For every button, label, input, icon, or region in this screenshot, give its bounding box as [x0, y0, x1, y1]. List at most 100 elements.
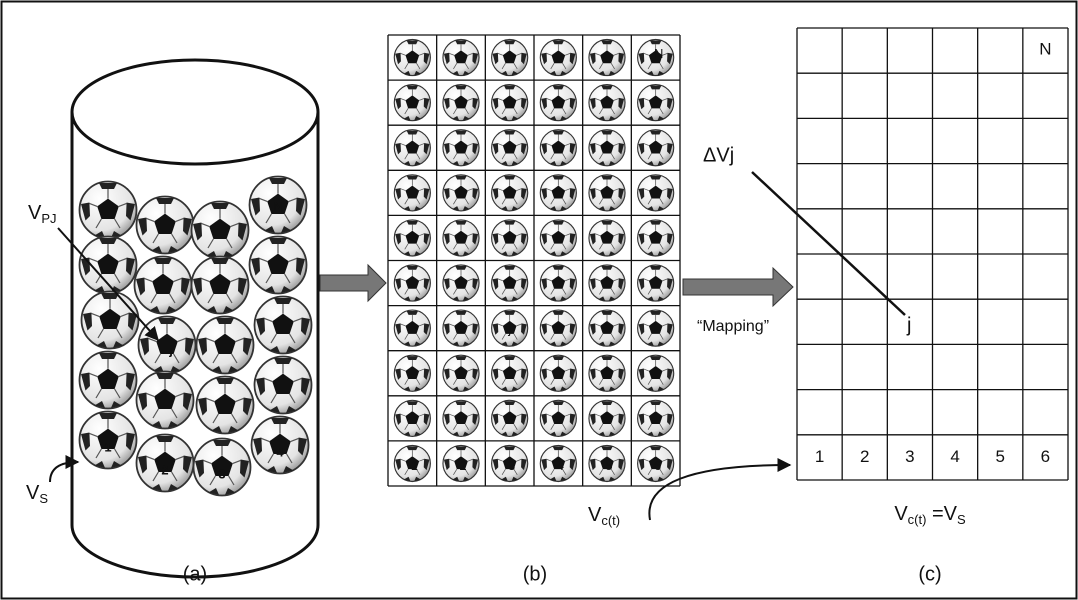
ball	[137, 372, 194, 429]
ball-label: N	[654, 46, 663, 61]
ball	[443, 175, 479, 211]
ball	[394, 355, 430, 391]
vs-label: VS	[26, 482, 48, 506]
ball	[443, 310, 479, 346]
ball	[492, 130, 528, 166]
ball	[638, 175, 674, 211]
cell-label: 6	[1041, 447, 1050, 466]
ball	[638, 310, 674, 346]
mapping-label: “Mapping”	[697, 318, 769, 335]
vs-arrow	[50, 462, 78, 482]
ball	[589, 40, 625, 76]
cell-label: 2	[860, 447, 869, 466]
vpj-label: VPJ	[28, 202, 57, 226]
ball	[443, 85, 479, 121]
ball	[540, 130, 576, 166]
caption-a: (a)	[183, 563, 207, 585]
ball	[443, 355, 479, 391]
ball	[192, 257, 249, 314]
cell-label: N	[1039, 39, 1051, 58]
ball	[394, 400, 430, 436]
ball	[135, 257, 192, 314]
ball	[197, 317, 254, 374]
ball	[394, 85, 430, 121]
ball-label: 2	[459, 458, 466, 473]
ball-label: 3	[218, 466, 225, 481]
ball-label: 4	[557, 458, 564, 473]
ball	[589, 265, 625, 301]
cell-label: 1	[815, 447, 824, 466]
ball	[82, 292, 139, 349]
ball	[443, 220, 479, 256]
ball-label: j	[168, 342, 173, 357]
delta-v-label: ΔVj	[703, 144, 734, 166]
ball	[139, 317, 196, 374]
caption-c: (c)	[918, 563, 941, 585]
ball	[540, 220, 576, 256]
ball	[638, 265, 674, 301]
arrow-bc	[683, 268, 793, 306]
caption-b: (b)	[523, 563, 547, 585]
ball	[589, 220, 625, 256]
ball	[394, 310, 430, 346]
ball	[197, 377, 254, 434]
ball	[443, 400, 479, 436]
grid-b: Nj 1 2 3 4 5 6	[388, 35, 680, 486]
cell-label: 3	[905, 447, 914, 466]
ball	[540, 40, 576, 76]
ball	[589, 310, 625, 346]
ball	[492, 40, 528, 76]
ball	[540, 400, 576, 436]
ball	[492, 175, 528, 211]
ball	[589, 355, 625, 391]
ball	[443, 265, 479, 301]
grid-c: N 1 2 3 4 5 6	[797, 28, 1068, 480]
ball	[589, 85, 625, 121]
ball	[394, 265, 430, 301]
ball	[394, 175, 430, 211]
ball	[394, 40, 430, 76]
ball	[540, 310, 576, 346]
ball	[638, 220, 674, 256]
ball	[540, 265, 576, 301]
ball	[589, 175, 625, 211]
ball	[80, 182, 137, 239]
ball-label: 3	[508, 458, 515, 473]
ball	[492, 355, 528, 391]
ball	[638, 85, 674, 121]
marked-cell: j	[906, 314, 911, 336]
ball	[589, 130, 625, 166]
equation: Vc(t) =VS	[894, 503, 966, 527]
ball	[540, 175, 576, 211]
cell-label: 5	[996, 447, 1005, 466]
ball	[638, 130, 674, 166]
ball	[394, 220, 430, 256]
ball	[137, 197, 194, 254]
cell-label: 4	[950, 447, 959, 466]
figure: Nj 1 2 3 4 VPJ VS (a) “Mapping” Nj 1 2 3 4 5 6 (b)…	[0, 0, 1078, 600]
arrow-ab	[320, 265, 386, 301]
ball	[638, 355, 674, 391]
ball-label: N	[273, 198, 282, 213]
ball	[255, 297, 312, 354]
ball	[589, 400, 625, 436]
ball-label: 2	[161, 462, 168, 477]
ball	[255, 357, 312, 414]
ball-label: 6	[654, 458, 661, 473]
ball	[80, 352, 137, 409]
ball	[394, 130, 430, 166]
ball	[638, 400, 674, 436]
ball	[443, 40, 479, 76]
ball	[192, 202, 249, 259]
ball-label: 1	[104, 439, 111, 454]
vct-label: Vc(t)	[588, 504, 620, 528]
ball	[492, 85, 528, 121]
ball-label: 1	[411, 458, 418, 473]
ball	[540, 85, 576, 121]
ball	[492, 265, 528, 301]
ball	[492, 400, 528, 436]
ball	[540, 355, 576, 391]
ball-label: 5	[605, 458, 612, 473]
ball-label: j	[507, 322, 511, 337]
